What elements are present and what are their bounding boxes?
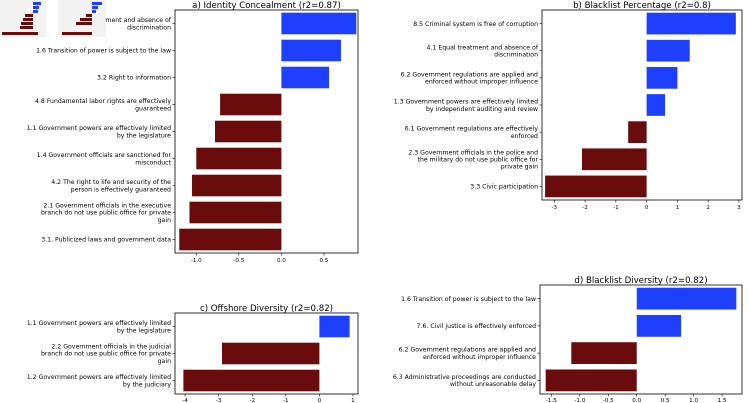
category-label: 8.5 Criminal system is free of corruptio… — [413, 21, 538, 28]
x-tick-label: -2 — [249, 398, 255, 403]
bar — [582, 148, 647, 171]
x-tick-label: -1.5 — [546, 398, 557, 403]
x-tick-label: 2 — [706, 205, 710, 211]
bar — [646, 94, 666, 116]
bar — [215, 120, 282, 143]
chart-panel-blacklist-percentage: b) Blacklist Percentage (r2=0.8) 8.5 Crim… — [394, 1, 743, 211]
plot-frame — [539, 284, 743, 395]
bar — [192, 174, 282, 197]
x-tick-label: -0.5 — [233, 258, 244, 264]
bar — [189, 201, 282, 224]
bar — [636, 287, 737, 310]
category-label: 1.1 Government powers are effectively li… — [27, 320, 171, 334]
x-tick-label: 1 — [351, 398, 355, 403]
x-tick-label: 0 — [318, 398, 322, 403]
category-label: 6.2 Government regulations are applied a… — [399, 347, 537, 361]
bar — [319, 315, 350, 338]
category-label: 6.2 Government regulations are applied a… — [401, 71, 539, 85]
category-label: 6.3 Administrative proceedings are condu… — [393, 374, 536, 388]
x-tick-label: -4 — [182, 398, 188, 403]
plot-frame — [541, 9, 743, 201]
x-tick-label: -1.0 — [191, 258, 202, 264]
x-tick-label: 0.5 — [320, 258, 329, 264]
bar — [571, 342, 637, 365]
bar — [646, 67, 678, 89]
x-tick-label: -1 — [613, 205, 619, 211]
category-label: 3.1. Publicized laws and government data — [41, 237, 171, 244]
x-tick-label: 1 — [676, 205, 680, 211]
category-label: 2.2 Government officials in the judicial… — [41, 344, 171, 365]
x-tick-label: 0 — [645, 205, 649, 211]
x-tick-label: 0.0 — [277, 258, 286, 264]
bar — [636, 314, 682, 337]
chart-title: a) Identity Concealment (r2=0.87) — [192, 1, 341, 11]
category-label: 3.2 Right to information — [97, 75, 171, 82]
bar — [545, 369, 637, 392]
bar — [281, 66, 330, 89]
bar — [222, 342, 320, 365]
category-label: 1.6 Transition of power is subject to th… — [401, 296, 536, 303]
x-tick-label: -3 — [552, 205, 558, 211]
category-label: 2.1 Government officials in the executiv… — [41, 203, 171, 224]
chart-title: c) Offshore Diversity (r2=0.82) — [200, 304, 333, 314]
category-label: 3.3 Civic participation — [470, 184, 538, 191]
bar — [545, 175, 647, 198]
chart-panel-identity-concealment: a) Identity Concealment (r2=0.87) ment an… — [27, 1, 359, 264]
category-label: 1.3 Government powers are effectively li… — [394, 99, 538, 113]
category-label: ment and absence of discrimination — [105, 17, 171, 31]
chart-panel-blacklist-diversity: d) Blacklist Diversity (r2=0.82) 1.6 Tran… — [393, 276, 743, 403]
category-label: 4.1 Equal treatment and absence of discri… — [427, 44, 539, 58]
bar — [183, 369, 320, 392]
bar — [281, 12, 357, 35]
thumbnail-previews — [0, 0, 106, 37]
bar — [646, 39, 690, 62]
category-label: 1.2 Government powers are effectively li… — [27, 374, 172, 388]
x-tick-label: 1.5 — [718, 398, 727, 403]
chart-title: b) Blacklist Percentage (r2=0.8) — [573, 1, 711, 11]
category-label: 1.1 Government powers are effectively li… — [27, 125, 171, 139]
x-tick-label: -1.0 — [574, 398, 585, 403]
x-tick-label: -2 — [582, 205, 588, 211]
bar — [281, 39, 341, 62]
bar — [220, 93, 282, 116]
category-label: 4.8 Fundamental labor rights are effecti… — [35, 98, 171, 112]
category-label: 7.6. Civil justice is effectively enforc… — [417, 323, 537, 330]
category-label: 1.6 Transition of power is subject to th… — [36, 48, 171, 55]
x-tick-label: 0.0 — [632, 398, 641, 403]
chart-title: d) Blacklist Diversity (r2=0.82) — [574, 276, 707, 286]
x-tick-label: -3 — [216, 398, 222, 403]
category-label: 6.1 Government regulations are effective… — [405, 126, 539, 140]
category-label: 2.3 Government officials in the police a… — [408, 149, 538, 170]
bar — [196, 147, 282, 170]
x-tick-label: -0.5 — [603, 398, 614, 403]
bar — [646, 12, 736, 35]
bar — [179, 228, 282, 251]
category-label: 1.4 Government officials are sanctioned … — [37, 152, 172, 166]
x-tick-label: 0.5 — [661, 398, 670, 403]
x-tick-label: 1.0 — [689, 398, 698, 403]
chart-panel-offshore-diversity: c) Offshore Diversity (r2=0.82) 1.1 Gover… — [27, 304, 359, 403]
x-tick-label: 3 — [737, 205, 741, 211]
bar — [628, 121, 647, 143]
x-tick-label: -1 — [283, 398, 289, 403]
category-label: 4.2 The right to life and security of th… — [51, 179, 171, 193]
